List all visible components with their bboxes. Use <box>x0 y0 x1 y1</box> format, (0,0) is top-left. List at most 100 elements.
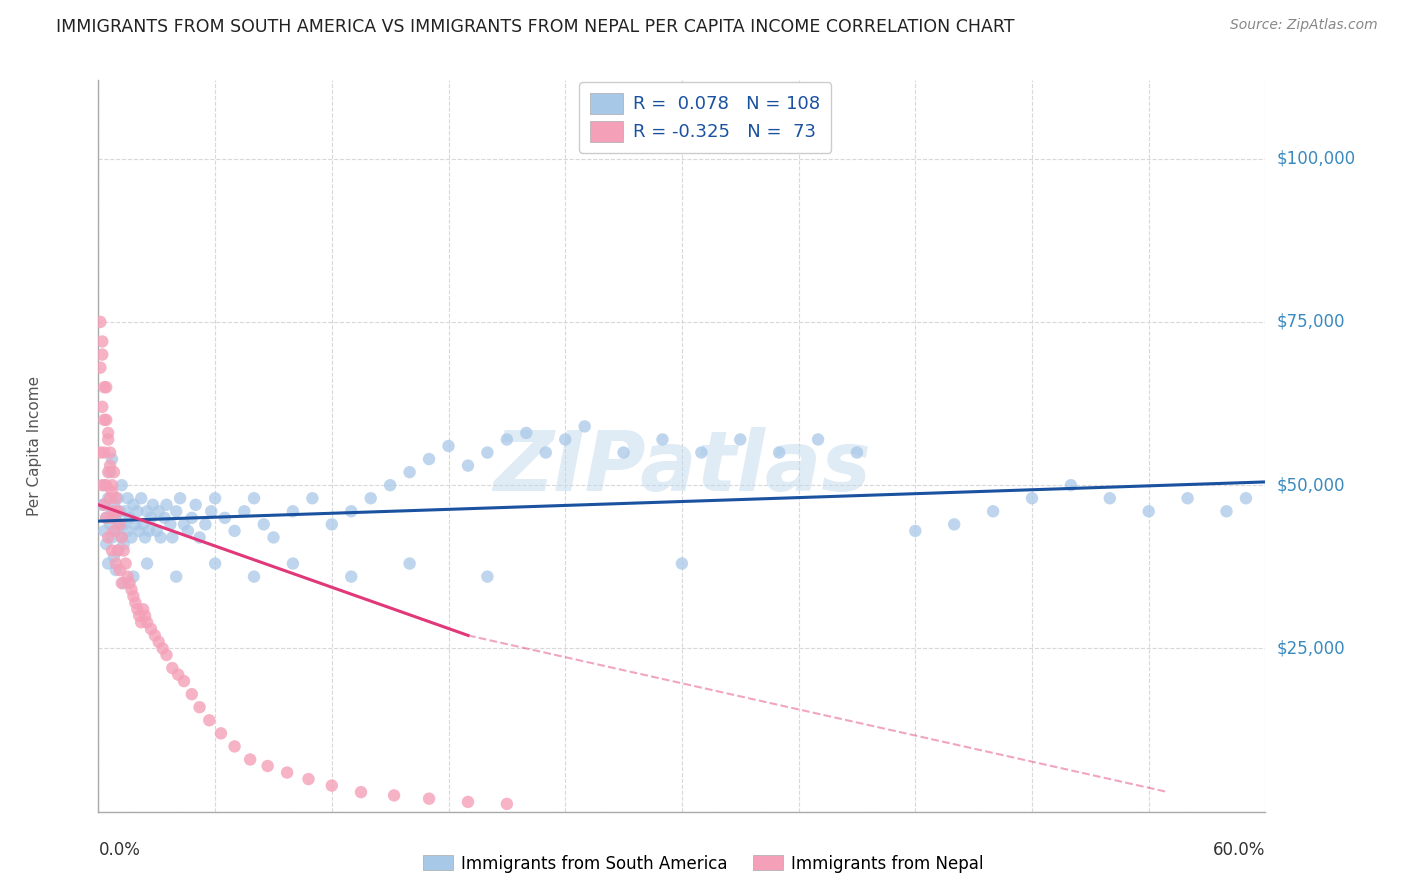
Point <box>398 557 420 571</box>
Point <box>89 315 111 329</box>
Text: Source: ZipAtlas.com: Source: ZipAtlas.com <box>1230 18 1378 32</box>
Point <box>122 498 145 512</box>
Point <box>139 622 162 636</box>
Point <box>93 498 115 512</box>
Point <box>89 360 111 375</box>
Point <box>321 779 343 793</box>
Point <box>104 563 127 577</box>
Point <box>128 524 150 538</box>
Point <box>418 791 440 805</box>
Point <box>398 465 420 479</box>
Point <box>173 674 195 689</box>
Point <box>148 635 170 649</box>
Point <box>281 504 304 518</box>
Point <box>97 491 120 506</box>
Point <box>1215 504 1237 518</box>
Point <box>1234 491 1257 506</box>
Point <box>98 517 121 532</box>
Point <box>132 517 155 532</box>
Point <box>98 491 121 506</box>
Point <box>107 543 129 558</box>
Point <box>134 608 156 623</box>
Point <box>117 524 139 538</box>
Point <box>904 524 927 538</box>
Point <box>200 504 222 518</box>
Point <box>111 530 134 544</box>
Point <box>97 557 120 571</box>
Point <box>165 504 187 518</box>
Point <box>378 478 402 492</box>
Point <box>117 491 139 506</box>
Point <box>139 511 162 525</box>
Point <box>574 419 596 434</box>
Point <box>233 504 256 518</box>
Point <box>103 498 125 512</box>
Point <box>360 491 382 506</box>
Point <box>91 478 114 492</box>
Point <box>690 445 713 459</box>
Point <box>256 759 278 773</box>
Point <box>138 524 160 538</box>
Point <box>515 425 537 440</box>
Point <box>162 661 184 675</box>
Point <box>148 504 170 518</box>
Point <box>204 491 226 506</box>
Point <box>96 511 118 525</box>
Point <box>111 530 134 544</box>
Point <box>136 615 159 630</box>
Point <box>93 413 115 427</box>
Point <box>129 615 152 630</box>
Point <box>91 400 114 414</box>
Point <box>98 465 121 479</box>
Point <box>457 795 479 809</box>
Point <box>108 504 131 518</box>
Legend: R =  0.078   N = 108, R = -0.325   N =  73: R = 0.078 N = 108, R = -0.325 N = 73 <box>579 82 831 153</box>
Point <box>91 348 114 362</box>
Point <box>198 714 221 728</box>
Point <box>112 576 135 591</box>
Point <box>108 517 131 532</box>
Point <box>103 465 125 479</box>
Point <box>111 478 134 492</box>
Point <box>239 752 262 766</box>
Text: Per Capita Income: Per Capita Income <box>27 376 42 516</box>
Point <box>981 504 1004 518</box>
Point <box>495 797 517 811</box>
Point <box>127 504 149 518</box>
Point <box>96 511 118 525</box>
Point <box>101 543 124 558</box>
Point <box>96 413 118 427</box>
Point <box>262 530 284 544</box>
Legend: Immigrants from South America, Immigrants from Nepal: Immigrants from South America, Immigrant… <box>416 848 990 880</box>
Point <box>243 491 266 506</box>
Point <box>121 582 143 597</box>
Point <box>651 433 673 447</box>
Point <box>124 517 146 532</box>
Point <box>534 445 557 459</box>
Point <box>188 530 211 544</box>
Point <box>162 530 184 544</box>
Point <box>477 569 499 583</box>
Point <box>1137 504 1160 518</box>
Point <box>136 557 159 571</box>
Text: $25,000: $25,000 <box>1277 640 1346 657</box>
Point <box>98 458 121 473</box>
Point <box>437 439 460 453</box>
Point <box>93 445 115 459</box>
Point <box>104 511 127 525</box>
Point <box>127 602 149 616</box>
Point <box>350 785 373 799</box>
Point <box>124 596 146 610</box>
Point <box>97 465 120 479</box>
Point <box>128 608 150 623</box>
Point <box>1060 478 1083 492</box>
Point <box>93 478 115 492</box>
Point <box>98 445 121 459</box>
Point <box>93 524 115 538</box>
Point <box>155 648 177 662</box>
Text: ZIPatlas: ZIPatlas <box>494 427 870 508</box>
Point <box>730 433 752 447</box>
Point <box>107 504 129 518</box>
Point <box>107 543 129 558</box>
Point <box>96 537 118 551</box>
